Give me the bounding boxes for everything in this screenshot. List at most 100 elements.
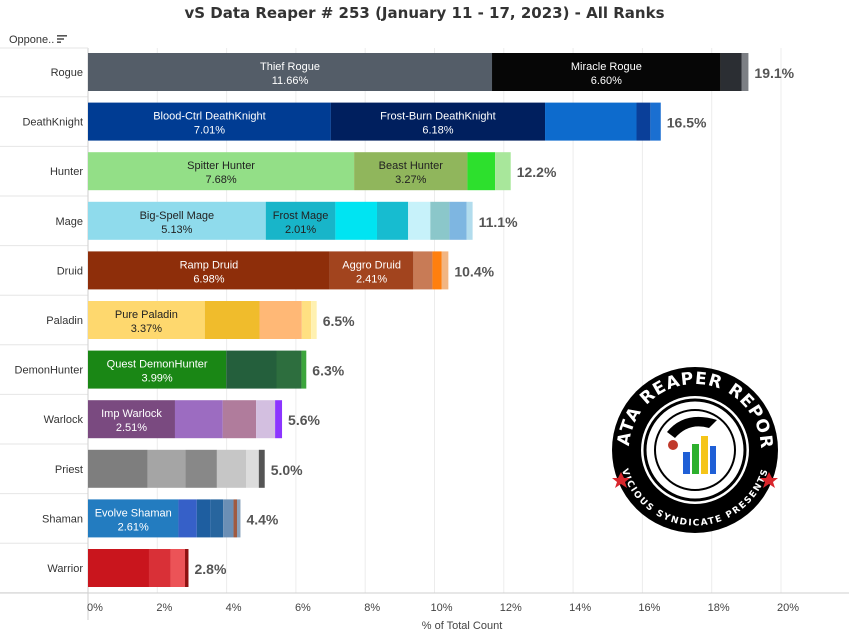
bar-segment[interactable]: [88, 350, 227, 389]
bar-segment[interactable]: [178, 499, 197, 538]
bar-segment[interactable]: [196, 499, 211, 538]
bar-segment[interactable]: [246, 449, 259, 488]
bar-segment[interactable]: [88, 549, 149, 587]
bar-segment[interactable]: [88, 53, 493, 91]
bar-segment[interactable]: [88, 201, 266, 240]
segment-value-label: 11.66%: [272, 75, 309, 87]
bar-segment[interactable]: [545, 102, 637, 141]
bar-segment[interactable]: [88, 152, 355, 191]
x-tick-label: 20%: [777, 602, 799, 614]
bar-segment[interactable]: [413, 251, 433, 290]
bar-segment[interactable]: [467, 152, 496, 191]
bar-segment[interactable]: [174, 400, 223, 439]
segment-value-label: 7.01%: [194, 125, 225, 137]
bar-segment[interactable]: [88, 102, 331, 141]
bar-segment[interactable]: [88, 499, 179, 538]
bar-segment[interactable]: [329, 251, 414, 290]
bar-segment[interactable]: [492, 53, 721, 91]
bar-total-label: 16.5%: [667, 115, 707, 131]
x-tick-label: 12%: [500, 602, 522, 614]
bar-segment[interactable]: [650, 102, 661, 141]
segment-name-label: Frost-Burn DeathKnight: [380, 111, 496, 123]
category-label: Hunter: [50, 166, 83, 178]
bar-total-label: 12.2%: [517, 164, 557, 180]
bar-segment[interactable]: [204, 301, 260, 339]
bar-segment[interactable]: [301, 301, 312, 339]
bar-segment[interactable]: [276, 350, 302, 389]
segment-name-label: Beast Hunter: [379, 160, 444, 172]
x-tick-label: 8%: [364, 602, 380, 614]
bar-segment[interactable]: [441, 251, 449, 290]
bar-segment[interactable]: [495, 152, 511, 191]
bar-segment[interactable]: [256, 400, 276, 439]
bar-segment[interactable]: [720, 53, 742, 91]
bar-segment[interactable]: [185, 449, 217, 488]
x-tick-label: 4%: [226, 602, 242, 614]
bar-segment[interactable]: [275, 400, 283, 439]
bar-segment[interactable]: [223, 499, 234, 538]
segment-value-label: 6.98%: [193, 273, 224, 285]
opponent-field-label: Oppone..: [9, 34, 55, 46]
bar-segment[interactable]: [148, 549, 171, 587]
bar-segment[interactable]: [354, 152, 468, 191]
bar-segment[interactable]: [636, 102, 651, 141]
bar-segment[interactable]: [258, 449, 265, 488]
logo-stars: [612, 472, 778, 488]
bar-segment[interactable]: [265, 201, 336, 240]
bar-segment[interactable]: [233, 499, 237, 538]
bar-segment[interactable]: [210, 499, 224, 538]
x-tick-labels: 0% 2% 4% 6% 8% 10% 12% 14% 16% 18% 20%: [87, 602, 799, 614]
bar-segment[interactable]: [330, 102, 546, 141]
segment-name-label: Miracle Rogue: [571, 61, 642, 73]
bar-total-label: 5.6%: [288, 412, 320, 428]
bar-segment[interactable]: [449, 201, 467, 240]
bar-segment[interactable]: [741, 53, 749, 91]
segment-name-label: Thief Rogue: [260, 61, 320, 73]
bar-total-label: 4.4%: [246, 511, 278, 527]
sort-descending-icon[interactable]: [56, 33, 68, 45]
bar-segment[interactable]: [376, 201, 409, 240]
segment-name-label: Imp Warlock: [101, 408, 162, 420]
logo-bar-icon: [667, 416, 717, 474]
data-reaper-report-logo: DATA REAPER REPORT VICIOUS SYNDICATE PRE…: [612, 367, 778, 533]
bar-segment[interactable]: [88, 400, 175, 439]
bar-total-label: 2.8%: [194, 561, 226, 577]
bar-segment[interactable]: [222, 400, 257, 439]
bar-segment[interactable]: [236, 499, 241, 538]
bar-segment[interactable]: [88, 449, 148, 488]
bar-segment[interactable]: [88, 301, 205, 339]
bar-segment[interactable]: [430, 201, 450, 240]
bar-total-label: 11.1%: [479, 214, 518, 230]
chart-title: vS Data Reaper # 253 (January 11 - 17, 2…: [184, 4, 665, 22]
segment-value-label: 2.01%: [285, 224, 316, 236]
segment-value-label: 2.41%: [356, 273, 387, 285]
x-tick-label: 16%: [638, 602, 660, 614]
bar-segment[interactable]: [185, 549, 189, 587]
segment-name-label: Aggro Druid: [342, 259, 401, 271]
category-label: Mage: [55, 216, 83, 228]
bar-segment[interactable]: [466, 201, 473, 240]
bar-total-label: 10.4%: [454, 263, 494, 279]
category-label: Shaman: [42, 513, 83, 525]
x-axis-label: % of Total Count: [422, 620, 503, 632]
segment-name-label: Frost Mage: [273, 210, 329, 222]
bar-segment[interactable]: [432, 251, 442, 290]
category-label: Rogue: [51, 67, 83, 79]
bar-segment[interactable]: [335, 201, 377, 240]
bar-segment[interactable]: [216, 449, 247, 488]
bar-segment[interactable]: [88, 251, 330, 290]
bar-segment[interactable]: [311, 301, 317, 339]
x-tick-label: 0%: [87, 602, 103, 614]
segment-value-label: 6.18%: [422, 125, 453, 137]
bar-segment[interactable]: [408, 201, 431, 240]
category-label: DemonHunter: [15, 365, 84, 377]
segment-value-label: 3.99%: [142, 373, 173, 385]
bar-total-label: 6.3%: [312, 363, 344, 379]
bar-segment[interactable]: [301, 350, 307, 389]
bar-segment[interactable]: [226, 350, 277, 389]
bar-segment[interactable]: [170, 549, 186, 587]
category-label: Warrior: [47, 563, 83, 575]
bar-segment[interactable]: [259, 301, 302, 339]
bar-segment[interactable]: [147, 449, 186, 488]
